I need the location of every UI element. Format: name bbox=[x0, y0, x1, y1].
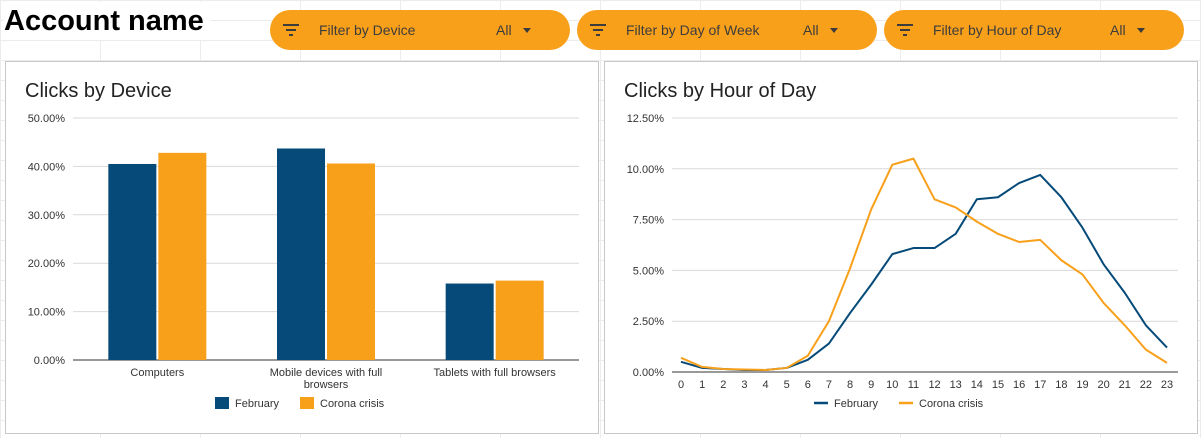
x-tick-label: 7 bbox=[826, 379, 832, 391]
x-tick-label: 15 bbox=[992, 379, 1004, 391]
y-tick-label: 50.00% bbox=[28, 113, 66, 125]
chart-title: Clicks by Device bbox=[25, 80, 172, 102]
bar bbox=[277, 148, 325, 360]
filter-value: All bbox=[496, 22, 512, 38]
x-tick-label: 16 bbox=[1013, 379, 1025, 391]
x-tick-label: 13 bbox=[950, 379, 962, 391]
legend-label: February bbox=[235, 398, 280, 410]
caret-down-icon[interactable] bbox=[523, 28, 531, 33]
filter-icon bbox=[590, 24, 606, 36]
x-tick-label: 19 bbox=[1076, 379, 1088, 391]
x-tick-label: 2 bbox=[720, 379, 726, 391]
y-tick-label: 30.00% bbox=[28, 210, 66, 222]
filter-icon bbox=[897, 24, 913, 36]
y-tick-label: 0.00% bbox=[34, 355, 65, 367]
bar bbox=[158, 152, 207, 360]
filter-by-hour-of-day[interactable]: Filter by Hour of Day All bbox=[884, 10, 1184, 50]
x-tick-label: 10 bbox=[886, 379, 898, 391]
x-tick-label: 18 bbox=[1055, 379, 1067, 391]
series-line bbox=[680, 173, 1168, 371]
legend-label: Corona crisis bbox=[320, 398, 385, 410]
x-tick-label: 6 bbox=[805, 379, 811, 391]
caret-down-icon[interactable] bbox=[1137, 28, 1145, 33]
bar bbox=[327, 163, 375, 360]
filter-value: All bbox=[1110, 22, 1126, 38]
device-bar-chart: 0.00% 10.00% 20.00% 30.00% 40.00% 50.00% Compu… bbox=[28, 113, 579, 410]
x-tick-label: 20 bbox=[1097, 379, 1109, 391]
legend-swatch bbox=[215, 397, 229, 409]
x-tick-label: 14 bbox=[971, 379, 983, 391]
x-tick-label: 4 bbox=[762, 379, 768, 391]
legend-swatch bbox=[300, 397, 314, 409]
bar bbox=[445, 283, 494, 360]
filter-icon bbox=[283, 24, 299, 36]
x-tick-label: 3 bbox=[741, 379, 747, 391]
legend-label: February bbox=[834, 398, 879, 410]
hour-line-chart: 0.00%2.50%5.00%7.50%10.00%12.50%0 1 2 3 4 5 6 7… bbox=[627, 113, 1178, 410]
x-tick-label: 9 bbox=[868, 379, 874, 391]
y-tick-label: 5.00% bbox=[633, 265, 664, 277]
legend-label: Corona crisis bbox=[919, 398, 984, 410]
x-tick-label: 17 bbox=[1034, 379, 1046, 391]
series-line bbox=[680, 157, 1168, 371]
device-chart-panel: Clicks by Device 0.00% 10.00% 20.00% 30.00%… bbox=[5, 61, 599, 434]
x-tick-label: 11 bbox=[908, 379, 919, 391]
x-tick-label: 1 bbox=[699, 379, 705, 391]
x-tick-label: 21 bbox=[1119, 379, 1131, 391]
x-tick-label: browsers bbox=[304, 379, 349, 391]
filter-value: All bbox=[803, 22, 819, 38]
filter-label: Filter by Device bbox=[319, 22, 416, 38]
x-tick-label: 22 bbox=[1140, 379, 1152, 391]
x-tick-label: 5 bbox=[784, 379, 790, 391]
hour-chart-panel: Clicks by Hour of Day 0.00% 2.50% 5.00% 7.5… bbox=[604, 61, 1198, 434]
x-tick-label: 23 bbox=[1161, 379, 1173, 391]
x-tick-label: Tablets with full browsers bbox=[434, 367, 557, 379]
caret-down-icon[interactable] bbox=[830, 28, 838, 33]
y-tick-label: 2.50% bbox=[633, 316, 664, 328]
filter-by-device[interactable]: Filter by Device All bbox=[270, 10, 570, 50]
y-tick-label: 10.00% bbox=[627, 164, 665, 176]
account-title: Account name bbox=[4, 2, 210, 40]
bar bbox=[495, 280, 544, 360]
x-tick-label: 0 bbox=[678, 379, 684, 391]
bar bbox=[108, 163, 157, 360]
filter-label: Filter by Hour of Day bbox=[933, 22, 1062, 38]
y-tick-label: 10.00% bbox=[28, 307, 66, 319]
y-tick-label: 40.00% bbox=[28, 161, 66, 173]
x-tick-label: Computers bbox=[130, 367, 184, 379]
y-tick-label: 20.00% bbox=[28, 258, 66, 270]
filter-by-day-of-week[interactable]: Filter by Day of Week All bbox=[577, 10, 877, 50]
y-tick-label: 7.50% bbox=[633, 215, 664, 227]
chart-title: Clicks by Hour of Day bbox=[624, 80, 817, 102]
x-tick-label: 12 bbox=[928, 379, 940, 391]
y-tick-label: 12.50% bbox=[627, 113, 665, 125]
y-tick-label: 0.00% bbox=[633, 367, 664, 379]
x-tick-label: 8 bbox=[847, 379, 853, 391]
x-tick-label: Mobile devices with full bbox=[270, 367, 383, 379]
filter-label: Filter by Day of Week bbox=[626, 22, 760, 38]
